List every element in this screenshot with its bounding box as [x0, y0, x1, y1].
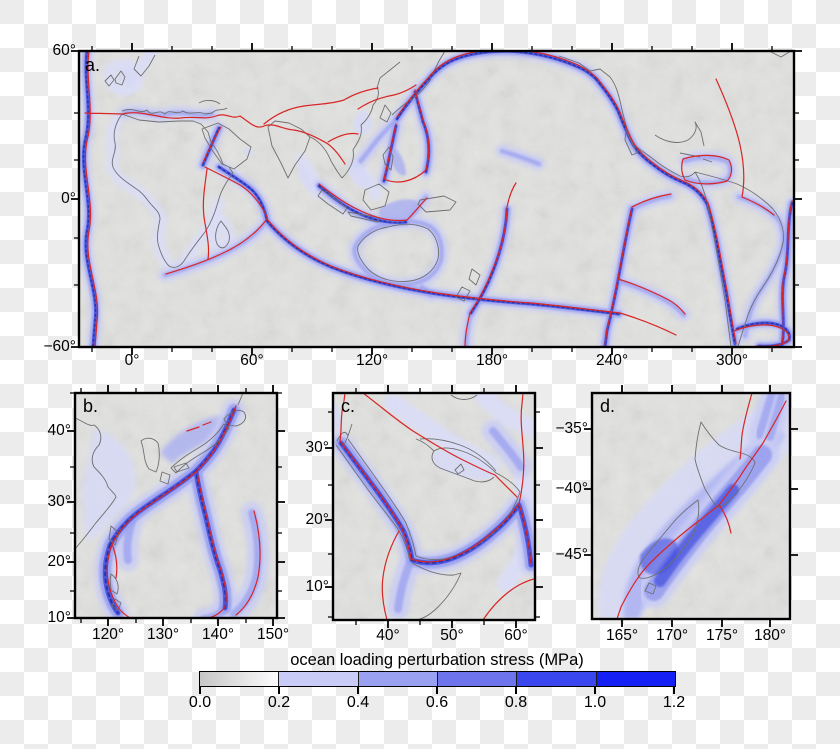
x-tick-label: 170° — [655, 627, 689, 644]
colorbar-tick-label: 0.8 — [504, 694, 528, 711]
colorbar-tick — [436, 686, 438, 694]
colorbar — [199, 671, 676, 687]
colorbar-segment — [357, 672, 437, 686]
x-tick-label: 140° — [201, 626, 235, 643]
y-tick-label: 20° — [47, 553, 71, 570]
x-tick-label: 240° — [595, 352, 629, 369]
colorbar-tick — [594, 686, 596, 694]
x-tick-label: 60° — [504, 627, 528, 644]
colorbar-segment — [436, 672, 517, 686]
axis-major-ticks — [71, 43, 802, 355]
x-tick-label: 0° — [124, 352, 140, 369]
colorbar-segment — [516, 672, 596, 686]
x-tick-label: 165° — [605, 627, 639, 644]
x-tick-label: 150° — [256, 626, 290, 643]
y-tick-label: −45° — [555, 546, 589, 563]
x-tick-label: 50° — [440, 627, 464, 644]
y-tick-label: 30° — [47, 493, 71, 510]
colorbar-tick-label: 0.4 — [346, 694, 370, 711]
colorbar-tick — [673, 686, 675, 694]
y-tick-label: −60° — [43, 338, 77, 355]
colorbar-tick-label: 1.2 — [662, 694, 686, 711]
x-tick-label: 300° — [715, 352, 749, 369]
map-artwork-c — [333, 393, 535, 620]
colorbar-tick-label: 1.0 — [583, 694, 607, 711]
y-tick-label: 40° — [47, 422, 71, 439]
x-tick-label: 120° — [91, 626, 125, 643]
map-frame — [590, 391, 792, 621]
colorbar-segment — [278, 672, 358, 686]
x-tick-label: 40° — [376, 627, 400, 644]
colorbar-tick — [199, 686, 201, 694]
panel-label-d: d. — [600, 396, 616, 416]
y-tick-label: −40° — [555, 480, 589, 497]
colorbar-tick-label: 0.6 — [425, 694, 449, 711]
map-panel-a-global — [71, 43, 802, 355]
axis-minor-ticks — [70, 388, 282, 623]
x-tick-label: 120° — [355, 352, 389, 369]
colorbar-tick — [278, 686, 280, 694]
axis-major-ticks — [325, 385, 543, 628]
map-panel-c-arabia — [325, 385, 543, 628]
axis-minor-ticks — [328, 388, 540, 625]
map-panel-d-new-zealand — [584, 385, 798, 627]
axis-major-ticks — [67, 385, 285, 626]
colorbar-title: ocean loading perturbation stress (MPa) — [290, 651, 584, 669]
panel-label-b: b. — [83, 396, 99, 416]
colorbar-tick — [357, 686, 359, 694]
panel-label-c: c. — [341, 396, 356, 416]
colorbar-segment — [200, 672, 279, 686]
colorbar-segment — [595, 672, 675, 686]
y-tick-label: 60° — [52, 42, 76, 59]
map-artwork-d — [592, 393, 790, 619]
y-tick-label: 10° — [305, 578, 329, 595]
axis-major-ticks — [584, 385, 798, 627]
map-frame — [73, 391, 279, 620]
x-tick-label: 180° — [753, 627, 787, 644]
map-artwork-b — [75, 393, 277, 618]
panel-label-a: a. — [85, 55, 101, 75]
x-tick-label: 180° — [475, 352, 509, 369]
y-tick-label: 20° — [305, 511, 329, 528]
colorbar-tick — [515, 686, 517, 694]
y-tick-label: 10° — [47, 609, 71, 626]
x-tick-label: 175° — [705, 627, 739, 644]
y-tick-label: 30° — [305, 439, 329, 456]
map-panel-b-japan — [67, 385, 285, 626]
colorbar-tick-label: 0.0 — [188, 694, 212, 711]
x-tick-label: 130° — [146, 626, 180, 643]
y-tick-label: −35° — [555, 420, 589, 437]
y-tick-label: 0° — [61, 190, 76, 207]
axis-minor-ticks — [74, 46, 799, 352]
colorbar-tick-label: 0.2 — [267, 694, 291, 711]
x-tick-label: 60° — [240, 352, 264, 369]
map-artwork-a — [79, 51, 794, 347]
map-frame — [331, 391, 537, 622]
